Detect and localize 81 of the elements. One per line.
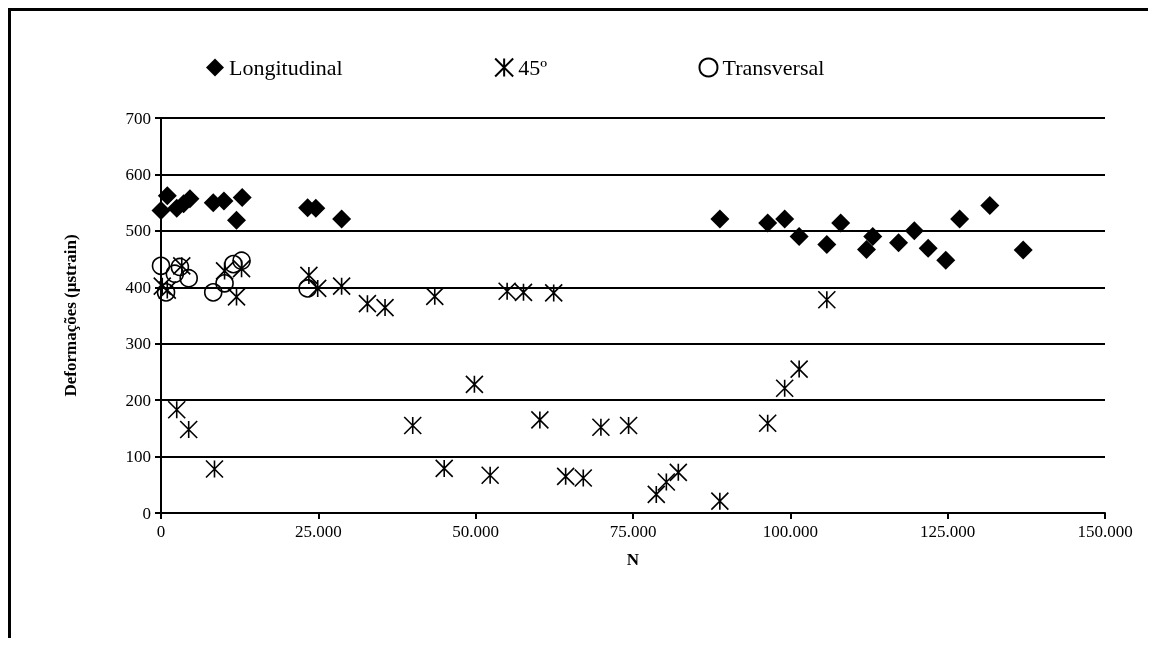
point	[214, 191, 234, 211]
x-tick-label: 150.000	[1077, 522, 1133, 541]
point	[157, 186, 177, 206]
point	[918, 238, 938, 258]
y-tick-label: 700	[125, 108, 151, 128]
point	[227, 210, 247, 230]
point	[775, 378, 794, 398]
point	[358, 294, 377, 313]
point	[375, 298, 395, 317]
y-axis-title: Deformações (μstrain)	[61, 234, 80, 397]
point	[205, 459, 224, 479]
point	[425, 287, 445, 306]
point	[514, 283, 533, 302]
y-tick-label: 200	[125, 390, 151, 410]
point	[480, 465, 500, 485]
point	[710, 209, 730, 229]
point	[669, 463, 688, 482]
legend-label: Longitudinal	[229, 55, 343, 80]
x-tick-label: 75.000	[609, 522, 657, 541]
y-tick-label: 500	[125, 221, 151, 241]
legend-label: 45º	[518, 55, 548, 80]
point	[936, 250, 956, 270]
point	[232, 259, 251, 278]
point	[167, 400, 187, 420]
point	[530, 410, 550, 430]
point	[308, 279, 327, 298]
point	[710, 491, 730, 511]
point	[1013, 240, 1033, 260]
point	[151, 201, 171, 221]
x-axis-title: N	[626, 550, 640, 569]
x-tick-label: 100.000	[762, 522, 818, 541]
point	[775, 209, 795, 229]
point	[215, 261, 234, 281]
point	[298, 279, 317, 298]
x-tick-label: 125.000	[920, 522, 976, 541]
point	[232, 188, 252, 208]
point	[227, 287, 246, 307]
point	[591, 417, 611, 437]
point	[856, 239, 876, 259]
point	[203, 283, 223, 302]
point	[646, 485, 666, 504]
point	[889, 233, 909, 253]
point	[332, 276, 351, 296]
y-tick-label: 300	[125, 334, 151, 354]
y-tick-label: 100	[125, 447, 151, 467]
point	[332, 209, 352, 229]
point	[224, 254, 243, 274]
point	[904, 221, 924, 241]
legend-label: Transversal	[722, 55, 825, 80]
point	[556, 467, 575, 486]
point	[179, 268, 198, 288]
x-tick-label: 0	[156, 522, 166, 541]
point	[497, 281, 517, 301]
point	[151, 256, 171, 276]
y-tick-label: 0	[142, 503, 151, 523]
point	[152, 276, 172, 296]
point	[232, 251, 251, 271]
point	[789, 359, 809, 379]
point	[817, 290, 837, 309]
point	[544, 283, 563, 303]
point	[465, 375, 484, 394]
point	[215, 274, 234, 293]
point	[758, 413, 777, 433]
point	[573, 468, 593, 488]
point	[657, 472, 676, 492]
point	[403, 416, 423, 435]
point	[619, 416, 638, 435]
point	[863, 227, 883, 246]
x-tick-label: 25.000	[294, 522, 342, 541]
point	[179, 420, 198, 439]
point	[789, 227, 809, 246]
point	[758, 213, 778, 233]
point	[434, 459, 454, 478]
x-tick-label: 50.000	[452, 522, 500, 541]
point	[950, 209, 970, 229]
y-tick-label: 400	[125, 277, 151, 297]
point	[299, 266, 319, 285]
point	[817, 234, 837, 254]
point	[831, 213, 851, 233]
point	[980, 195, 1000, 215]
y-tick-label: 600	[125, 164, 151, 184]
